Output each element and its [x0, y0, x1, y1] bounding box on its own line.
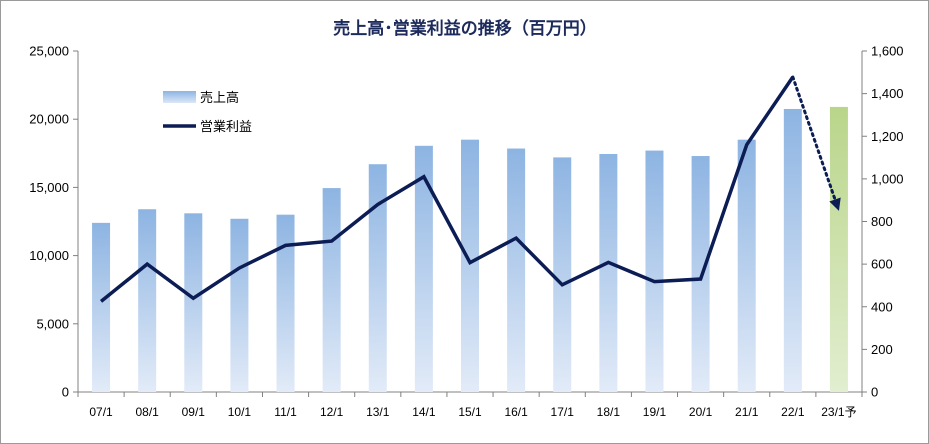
sales-bar-forecast	[829, 106, 848, 392]
forecast-arrow-line	[791, 75, 837, 201]
x-axis-tick-label: 09/1	[182, 405, 206, 419]
sales-bar	[737, 139, 756, 392]
x-axis-tick-label: 11/1	[274, 405, 297, 419]
x-axis-tick-label: 14/1	[412, 405, 436, 419]
x-axis-tick-label: 13/1	[366, 405, 390, 419]
sales-bar	[184, 213, 203, 392]
right-axis-tick-label: 1,200	[871, 129, 904, 144]
x-axis-tick-label: 23/1予	[821, 405, 856, 419]
x-axis-tick-label: 20/1	[689, 405, 713, 419]
x-axis-tick-label: 21/1	[735, 405, 759, 419]
left-axis-tick-label: 25,000	[29, 44, 69, 59]
x-axis-tick-label: 16/1	[504, 405, 528, 419]
x-axis-tick-label: 18/1	[597, 405, 621, 419]
sales-bar	[322, 188, 341, 392]
sales-bar	[599, 153, 618, 392]
right-axis-tick-label: 800	[871, 214, 893, 229]
left-axis-tick-label: 20,000	[29, 112, 69, 127]
x-axis-tick-label: 07/1	[89, 405, 113, 419]
x-axis-tick-label: 19/1	[643, 405, 667, 419]
x-axis-tick-label: 17/1	[551, 405, 575, 419]
left-axis-tick-label: 5,000	[36, 316, 69, 331]
right-axis-tick-label: 1,000	[871, 171, 904, 186]
legend-profit-label: 営業利益	[200, 119, 252, 135]
left-axis-tick-label: 10,000	[29, 248, 69, 263]
operating-profit-line	[99, 76, 795, 303]
right-axis-tick-label: 1,400	[871, 86, 904, 101]
sales-bar	[230, 218, 249, 392]
sales-bar	[138, 209, 157, 392]
x-axis-tick-label: 15/1	[458, 405, 482, 419]
x-axis-tick-label: 08/1	[135, 405, 159, 419]
sales-bar	[461, 139, 479, 392]
x-axis-tick-label: 22/1	[781, 405, 805, 419]
left-axis-tick-label: 0	[62, 385, 69, 400]
sales-bar	[645, 150, 664, 392]
x-axis-tick-label: 12/1	[320, 405, 344, 419]
legend-sales-label: 売上高	[200, 90, 239, 106]
sales-bar	[92, 222, 111, 392]
right-axis-tick-label: 200	[871, 342, 893, 357]
x-axis-tick-label: 10/1	[228, 405, 252, 419]
legend-sales-swatch	[163, 91, 196, 103]
forecast-arrow-head	[829, 197, 841, 211]
right-axis-tick-label: 1,600	[871, 44, 904, 59]
left-axis-tick-label: 15,000	[29, 180, 69, 195]
sales-bar	[553, 157, 572, 392]
right-axis-tick-label: 0	[871, 385, 878, 400]
sales-bar	[368, 164, 387, 392]
sales-bar	[507, 148, 526, 392]
sales-bar	[414, 145, 433, 392]
sales-bar	[783, 108, 802, 392]
right-axis-tick-label: 400	[871, 299, 893, 314]
sales-bar	[276, 214, 295, 392]
chart-title: 売上高･営業利益の推移（百万円）	[333, 18, 597, 39]
right-axis-tick-label: 600	[871, 257, 893, 272]
